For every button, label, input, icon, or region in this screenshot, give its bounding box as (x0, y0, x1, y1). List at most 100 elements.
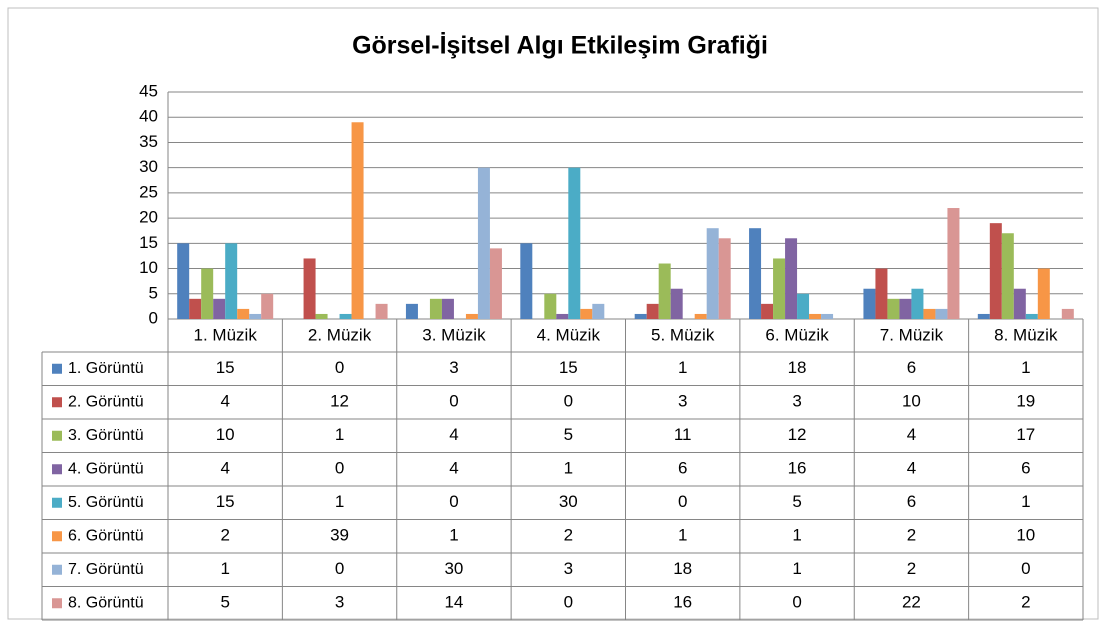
legend-key (52, 531, 62, 542)
table-value: 4 (220, 392, 229, 411)
y-tick-label: 40 (139, 107, 158, 126)
table-value: 10 (216, 425, 235, 444)
y-tick-label: 35 (139, 132, 158, 151)
bar (568, 167, 581, 319)
bar (261, 293, 274, 319)
bar (911, 288, 924, 319)
bar (947, 208, 960, 319)
bar (465, 313, 478, 319)
table-value: 4 (907, 459, 916, 478)
table-value: 6 (907, 492, 916, 511)
table-value: 0 (335, 559, 344, 578)
bar (520, 243, 533, 319)
table-value: 0 (335, 459, 344, 478)
legend-label: 6. Görüntü (68, 527, 144, 544)
table-value: 4 (220, 459, 229, 478)
table-value: 18 (788, 358, 807, 377)
bar (875, 268, 888, 319)
legend-key (52, 430, 62, 441)
chart-title: Görsel-İşitsel Algı Etkileşim Grafiği (352, 32, 768, 60)
table-value: 0 (1021, 559, 1030, 578)
bar (339, 313, 352, 319)
bar (592, 303, 605, 319)
table-value: 5 (220, 593, 229, 612)
y-tick-label: 20 (139, 208, 158, 227)
y-tick-label: 25 (139, 182, 158, 201)
table-value: 0 (564, 593, 573, 612)
table-value: 1 (220, 559, 229, 578)
x-tick-label: 5. Müzik (651, 325, 715, 344)
table-value: 22 (902, 593, 921, 612)
bar (821, 313, 834, 319)
table-value: 2 (220, 526, 229, 545)
bar (646, 303, 659, 319)
bar (375, 303, 388, 319)
table-value: 15 (559, 358, 578, 377)
bar (580, 308, 593, 319)
bar (1037, 268, 1050, 319)
x-tick-label: 6. Müzik (765, 325, 829, 344)
bar (177, 243, 190, 319)
table-value: 6 (678, 459, 687, 478)
bar (935, 308, 948, 319)
legend-label: 7. Görüntü (68, 561, 144, 578)
table-value: 4 (449, 459, 458, 478)
table-value: 2 (1021, 593, 1030, 612)
bar (315, 313, 328, 319)
table-value: 12 (788, 425, 807, 444)
table-value: 4 (449, 425, 458, 444)
table-value: 3 (792, 392, 801, 411)
bar (785, 238, 798, 319)
bar (351, 122, 364, 320)
table-value: 1 (564, 459, 573, 478)
bar (1025, 313, 1038, 319)
bar (989, 223, 1002, 319)
table-value: 18 (673, 559, 692, 578)
table-value: 1 (1021, 358, 1030, 377)
legend-key (52, 598, 62, 609)
table-value: 0 (792, 593, 801, 612)
y-tick-label: 10 (139, 258, 158, 277)
bar (544, 293, 557, 319)
bar (429, 298, 442, 319)
bar (441, 298, 454, 319)
bar (718, 238, 731, 319)
bar (863, 288, 876, 319)
bar (670, 288, 683, 319)
table-value: 1 (335, 492, 344, 511)
bar (249, 313, 262, 319)
table-value: 0 (335, 358, 344, 377)
table-value: 3 (449, 358, 458, 377)
bar (225, 243, 238, 319)
legend-label: 2. Görüntü (68, 393, 144, 410)
table-value: 19 (1016, 392, 1035, 411)
bar (658, 263, 671, 319)
bar (556, 313, 569, 319)
y-tick-label: 45 (139, 81, 158, 100)
x-tick-label: 3. Müzik (422, 325, 486, 344)
bar (749, 228, 762, 319)
bar (899, 298, 912, 319)
table-value: 1 (335, 425, 344, 444)
table-value: 0 (564, 392, 573, 411)
legend-key (52, 497, 62, 508)
table-value: 5 (792, 492, 801, 511)
table-value: 6 (907, 358, 916, 377)
bar (201, 268, 214, 319)
table-value: 0 (449, 392, 458, 411)
table-value: 1 (1021, 492, 1030, 511)
table-value: 6 (1021, 459, 1030, 478)
table-value: 15 (216, 358, 235, 377)
x-tick-label: 2. Müzik (308, 325, 372, 344)
legend-label: 8. Görüntü (68, 594, 144, 611)
x-tick-label: 1. Müzik (194, 325, 258, 344)
table-value: 15 (216, 492, 235, 511)
x-tick-label: 4. Müzik (537, 325, 601, 344)
legend-label: 1. Görüntü (68, 360, 144, 377)
table-value: 12 (330, 392, 349, 411)
table-value: 16 (673, 593, 692, 612)
table-value: 2 (564, 526, 573, 545)
table-value: 2 (907, 559, 916, 578)
bar (809, 313, 822, 319)
